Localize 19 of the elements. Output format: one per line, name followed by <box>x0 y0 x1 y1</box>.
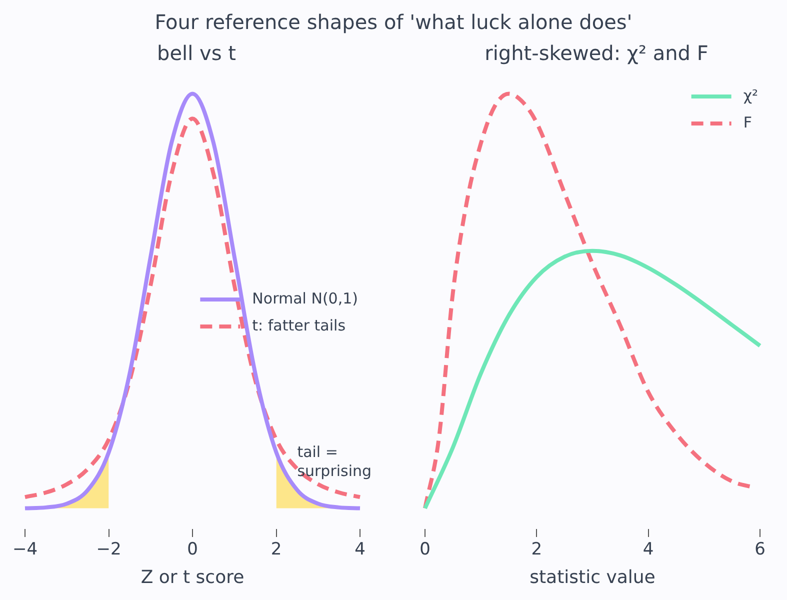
x-tick-label: 2 <box>531 540 542 560</box>
x-tick-label: 6 <box>754 540 766 560</box>
legend-label: F <box>743 113 752 132</box>
chart-subtitle: right-skewed: χ² and F <box>484 40 710 67</box>
x-tick-label: 0 <box>187 540 198 560</box>
x-tick-label: 0 <box>420 540 430 560</box>
legend-label: χ² <box>743 86 758 104</box>
x-tick-label: −2 <box>96 540 122 560</box>
x-tick-label: −4 <box>12 540 38 560</box>
legend-label: t: fatter tails <box>252 316 346 334</box>
x-axis-title: statistic value <box>530 566 656 588</box>
x-tick-label: 4 <box>354 540 366 560</box>
annotation: tail = surprising <box>297 443 372 480</box>
chart-subtitle: bell vs t <box>156 40 237 67</box>
chart-title: Four reference shapes of 'what luck alone does' <box>154 10 634 34</box>
x-tick-label: 2 <box>270 540 282 560</box>
legend-label: Normal N(0,1) <box>252 289 358 308</box>
x-tick-label: 4 <box>642 540 654 560</box>
x-axis-title: Z or t score <box>140 566 244 588</box>
